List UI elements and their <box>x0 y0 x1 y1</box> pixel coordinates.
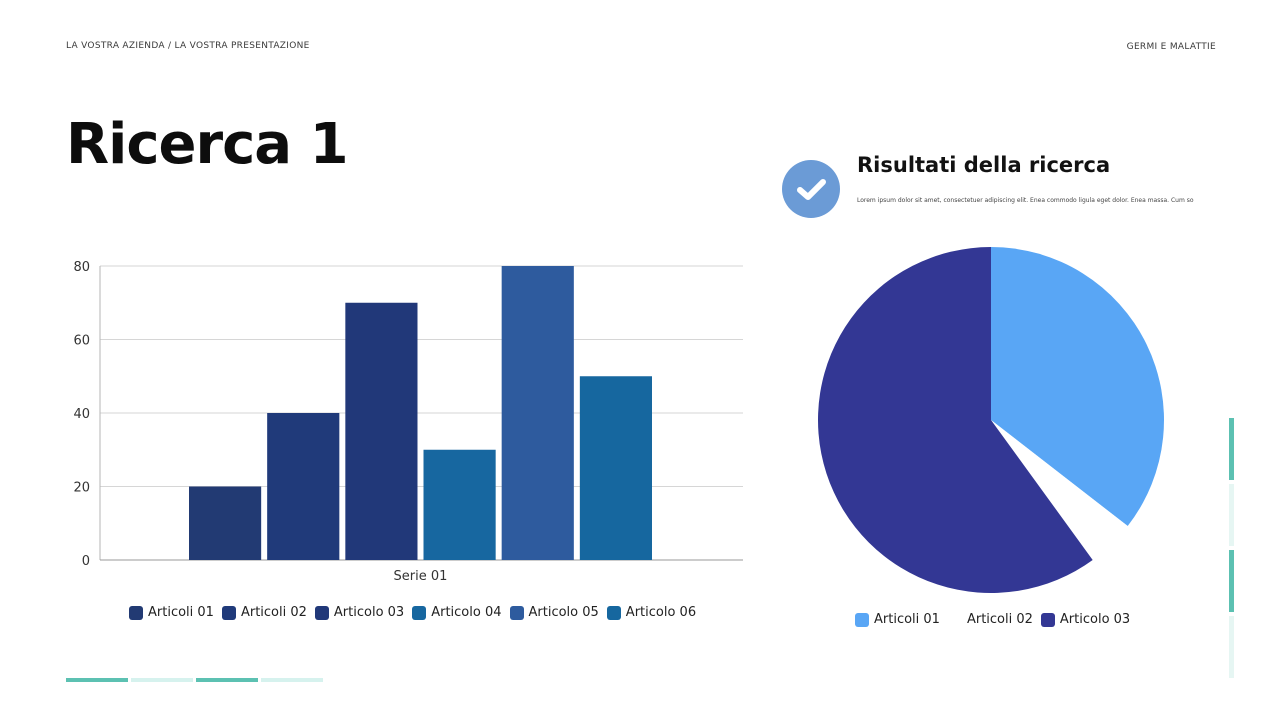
legend-label: Articolo 06 <box>625 605 697 620</box>
bar-articolo-04 <box>423 449 496 560</box>
legend-swatch <box>412 605 427 620</box>
header-topic: GERMI E MALATTIE <box>1126 42 1216 52</box>
decor-strip <box>196 678 258 682</box>
legend-swatch <box>314 605 329 620</box>
decor-strip <box>261 678 323 682</box>
legend-item: Articoli 01 <box>855 612 940 627</box>
legend-swatch <box>129 605 143 620</box>
decor-strip <box>1229 418 1234 480</box>
legend-label: Articoli 01 <box>874 612 940 627</box>
decor-strip <box>1229 484 1234 546</box>
legend-swatch <box>947 612 962 627</box>
bar-chart: 0 20 40 60 80 Serie 01 <box>73 260 743 584</box>
legend-swatch <box>1040 612 1055 627</box>
bar-articolo-03 <box>345 302 418 560</box>
legend-item: Articolo 06 <box>606 605 697 620</box>
legend-item: Articolo 03 <box>314 605 405 620</box>
decor-strip <box>131 678 193 682</box>
decor-strip <box>66 678 128 682</box>
bar-chart-legend: Articoli 01 Articoli 02 Articolo 03 Articol… <box>129 605 704 620</box>
pie-slice-articoli-02 <box>991 420 1128 560</box>
x-category-label: Serie 01 <box>394 569 448 584</box>
bar-articolo-05 <box>501 266 574 560</box>
legend-swatch <box>509 605 524 620</box>
check-badge <box>782 160 840 218</box>
legend-label: Articolo 03 <box>1059 612 1131 627</box>
y-tick-label: 80 <box>73 260 90 275</box>
legend-label: Articolo 05 <box>528 605 599 620</box>
breadcrumb: LA VOSTRA AZIENDA / LA VOSTRA PRESENTAZI… <box>66 41 310 51</box>
pie-slice-articolo-03 <box>818 247 1093 593</box>
pie-chart-legend: Articoli 01 Articoli 02 Articolo 03 <box>855 612 1138 627</box>
legend-label: Articoli 02 <box>240 605 307 620</box>
pie-slice-articoli-01 <box>991 247 1164 527</box>
results-body: Lorem ipsum dolor sit amet, consectetuer… <box>857 197 1194 204</box>
legend-item: Articoli 02 <box>947 612 1033 627</box>
page-title: Ricerca 1 <box>66 112 349 177</box>
bottom-decoration <box>66 678 326 682</box>
results-title: Risultati della ricerca <box>857 153 1111 177</box>
legend-item: Articoli 01 <box>129 605 214 620</box>
y-tick-label: 40 <box>73 407 90 422</box>
y-tick-label: 20 <box>73 481 90 496</box>
legend-item: Articolo 05 <box>509 605 599 620</box>
legend-item: Articolo 04 <box>412 605 502 620</box>
legend-swatch <box>606 605 621 620</box>
legend-label: Articoli 01 <box>148 605 214 620</box>
legend-swatch <box>221 605 236 620</box>
bar-articoli-02 <box>267 413 340 560</box>
legend-label: Articolo 04 <box>431 605 502 620</box>
legend-label: Articolo 03 <box>333 605 405 620</box>
legend-item: Articoli 02 <box>221 605 307 620</box>
y-tick-label: 0 <box>82 554 90 569</box>
bar-articolo-06 <box>579 376 652 560</box>
legend-item: Articolo 03 <box>1040 612 1131 627</box>
y-tick-label: 60 <box>73 334 90 349</box>
check-icon <box>797 179 826 200</box>
bar-articoli-01 <box>189 486 262 560</box>
legend-swatch <box>855 612 869 627</box>
side-decoration <box>1229 418 1234 682</box>
legend-label: Articoli 02 <box>966 612 1033 627</box>
decor-strip <box>1229 550 1234 612</box>
decor-strip <box>1229 616 1234 678</box>
